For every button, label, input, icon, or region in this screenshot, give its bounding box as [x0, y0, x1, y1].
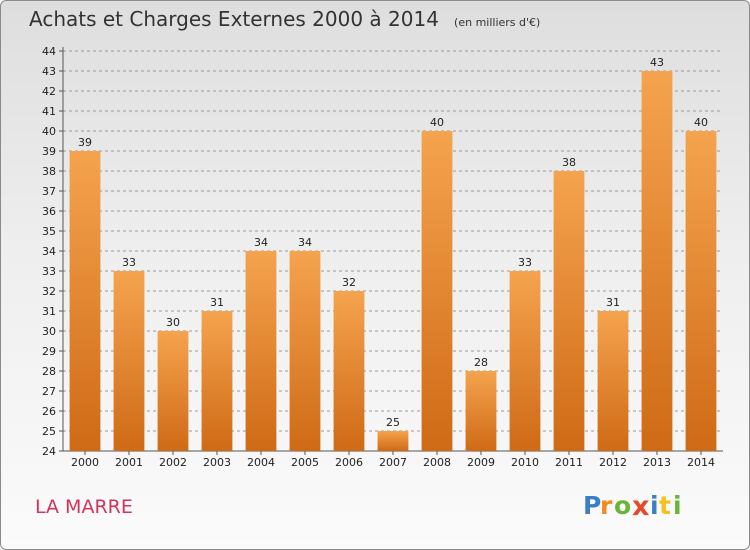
x-tick-label: 2013	[643, 456, 671, 469]
y-tick-label: 41	[42, 105, 56, 118]
bar	[421, 131, 453, 451]
bar	[597, 311, 629, 451]
x-tick-label: 2004	[247, 456, 275, 469]
bar	[553, 171, 585, 451]
x-tick-label: 2001	[115, 456, 143, 469]
x-tick-label: 2007	[379, 456, 407, 469]
y-tick-label: 27	[42, 385, 56, 398]
x-tick-label: 2010	[511, 456, 539, 469]
bars	[69, 71, 717, 451]
y-tick-label: 36	[42, 205, 56, 218]
svg-text:r: r	[600, 491, 613, 520]
data-label: 28	[474, 356, 488, 369]
data-label: 34	[298, 236, 312, 249]
labels: 2000 39 2001 33 2002 30 2003 31 2004 34 2005 34 2006…	[71, 56, 715, 469]
data-label: 32	[342, 276, 356, 289]
bar	[333, 291, 365, 451]
x-tick-label: 2011	[555, 456, 583, 469]
y-tick-label: 43	[42, 65, 56, 78]
chart-title-block: Achats et Charges Externes 2000 à 2014 (…	[29, 7, 540, 31]
y-tick-label: 29	[42, 345, 56, 358]
data-label: 39	[78, 136, 92, 149]
data-label: 34	[254, 236, 268, 249]
y-tick-label: 28	[42, 365, 56, 378]
y-tick-label: 33	[42, 265, 56, 278]
data-label: 31	[210, 296, 224, 309]
data-label: 31	[606, 296, 620, 309]
y-tick-label: 37	[42, 185, 56, 198]
bar	[377, 431, 409, 451]
data-label: 33	[518, 256, 532, 269]
y-tick-label: 34	[42, 245, 56, 258]
bar	[113, 271, 145, 451]
y-tick-label: 38	[42, 165, 56, 178]
x-tick-label: 2009	[467, 456, 495, 469]
x-tick-label: 2014	[687, 456, 715, 469]
bar	[289, 251, 321, 451]
chart-title: Achats et Charges Externes 2000 à 2014	[29, 7, 439, 31]
svg-text:x: x	[632, 491, 649, 522]
y-tick-label: 42	[42, 85, 56, 98]
commune-name: LA MARRE	[35, 496, 133, 518]
chart-unit: (en milliers d'€)	[454, 16, 541, 29]
svg-text:P: P	[583, 491, 601, 520]
y-tick-label: 40	[42, 125, 56, 138]
x-tick-label: 2006	[335, 456, 363, 469]
bar	[69, 151, 101, 451]
y-tick-label: 30	[42, 325, 56, 338]
svg-text:i: i	[650, 491, 659, 520]
data-label: 33	[122, 256, 136, 269]
bar	[245, 251, 277, 451]
bar	[685, 131, 717, 451]
svg-text:i: i	[673, 491, 682, 520]
x-tick-label: 2005	[291, 456, 319, 469]
y-tick-label: 32	[42, 285, 56, 298]
y-tick-label: 35	[42, 225, 56, 238]
svg-text:t: t	[659, 491, 671, 520]
svg-text:o: o	[614, 491, 631, 520]
y-tick-label: 39	[42, 145, 56, 158]
x-tick-label: 2002	[159, 456, 187, 469]
data-label: 43	[650, 56, 664, 69]
x-tick-label: 2003	[203, 456, 231, 469]
data-label: 40	[694, 116, 708, 129]
bar	[201, 311, 233, 451]
bar	[641, 71, 673, 451]
y-tick-label: 25	[42, 425, 56, 438]
data-label: 25	[386, 416, 400, 429]
x-tick-label: 2000	[71, 456, 99, 469]
data-label: 38	[562, 156, 576, 169]
y-tick-label: 44	[42, 45, 56, 58]
data-label: 40	[430, 116, 444, 129]
bar	[465, 371, 497, 451]
x-tick-label: 2008	[423, 456, 451, 469]
proxiti-logo: P r o x i t i	[583, 491, 682, 522]
x-tick-label: 2012	[599, 456, 627, 469]
y-tick-label: 26	[42, 405, 56, 418]
axes: 24 25 26 27 28 29 30 31 32 33 34 35 36 37 38 39 40 41 42 43…	[42, 45, 723, 458]
y-tick-label: 31	[42, 305, 56, 318]
data-label: 30	[166, 316, 180, 329]
bar	[509, 271, 541, 451]
y-tick-label: 24	[42, 445, 56, 458]
bar	[157, 331, 189, 451]
